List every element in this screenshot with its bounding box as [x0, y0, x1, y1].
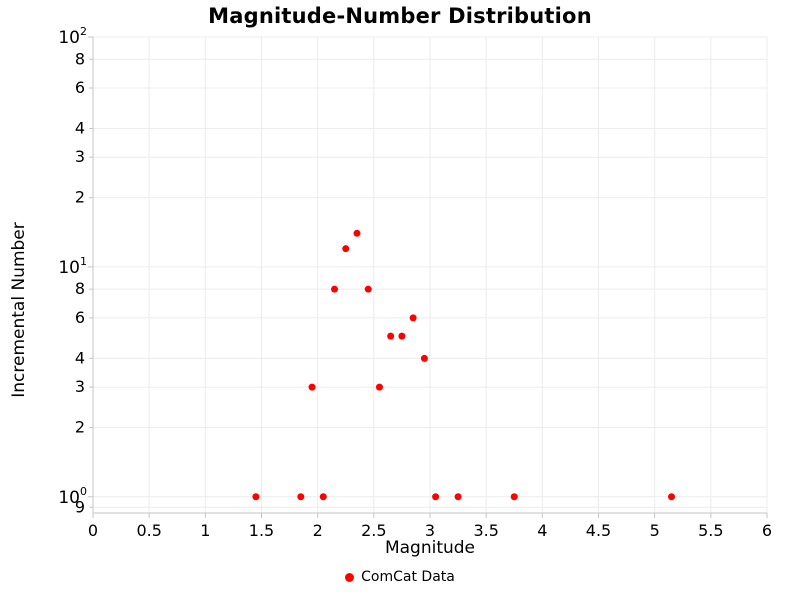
y-tick-label: 9 [75, 497, 85, 516]
data-point [432, 493, 440, 501]
x-tick-label: 0 [88, 521, 98, 540]
legend-series-label: ComCat Data [361, 569, 455, 585]
data-point [342, 245, 350, 253]
y-tick-label: 2 [75, 188, 85, 207]
y-tick-label: 4 [75, 348, 85, 367]
data-point [297, 493, 305, 501]
data-point [420, 354, 428, 362]
y-major-tick-label: 102 [58, 25, 87, 48]
y-tick-label: 3 [75, 377, 85, 396]
x-tick-label: 4.5 [586, 521, 611, 540]
data-point [308, 383, 316, 391]
x-tick-label: 4 [537, 521, 547, 540]
x-tick-label: 0.5 [136, 521, 161, 540]
y-tick-label: 8 [75, 279, 85, 298]
y-tick-label: 3 [75, 147, 85, 166]
chart-title: Magnitude-Number Distribution [208, 4, 592, 28]
x-tick-label: 2 [313, 521, 323, 540]
x-axis-label: Magnitude [384, 538, 476, 558]
y-axis-label: Incremental Number [9, 222, 30, 398]
data-point [668, 493, 676, 501]
data-point [319, 493, 327, 501]
data-point [398, 332, 406, 340]
y-tick-label: 6 [75, 78, 85, 97]
x-tick-label: 1 [200, 521, 210, 540]
legend-marker-icon [345, 572, 355, 582]
x-tick-label: 5.5 [698, 521, 723, 540]
legend: ComCat Data [0, 566, 800, 588]
data-point [454, 493, 462, 501]
x-tick-label: 3.5 [473, 521, 498, 540]
x-tick-label: 2.5 [361, 521, 386, 540]
data-point [353, 229, 361, 237]
y-major-tick-label: 100 [58, 485, 87, 508]
x-tick-label: 1.5 [249, 521, 274, 540]
y-tick-label: 8 [75, 49, 85, 68]
y-tick-label: 4 [75, 118, 85, 137]
data-point [409, 314, 417, 322]
data-point [252, 493, 260, 501]
data-point [331, 285, 339, 293]
data-point [510, 493, 518, 501]
y-axis-label-wrap: Incremental Number [0, 10, 38, 600]
data-point [364, 285, 372, 293]
data-point [387, 332, 395, 340]
y-major-tick-label: 101 [58, 255, 87, 278]
y-tick-label: 2 [75, 418, 85, 437]
x-tick-label: 5 [650, 521, 660, 540]
y-tick-label: 6 [75, 308, 85, 327]
data-point [375, 383, 383, 391]
x-tick-label: 3 [425, 521, 435, 540]
x-tick-label: 6 [762, 521, 772, 540]
